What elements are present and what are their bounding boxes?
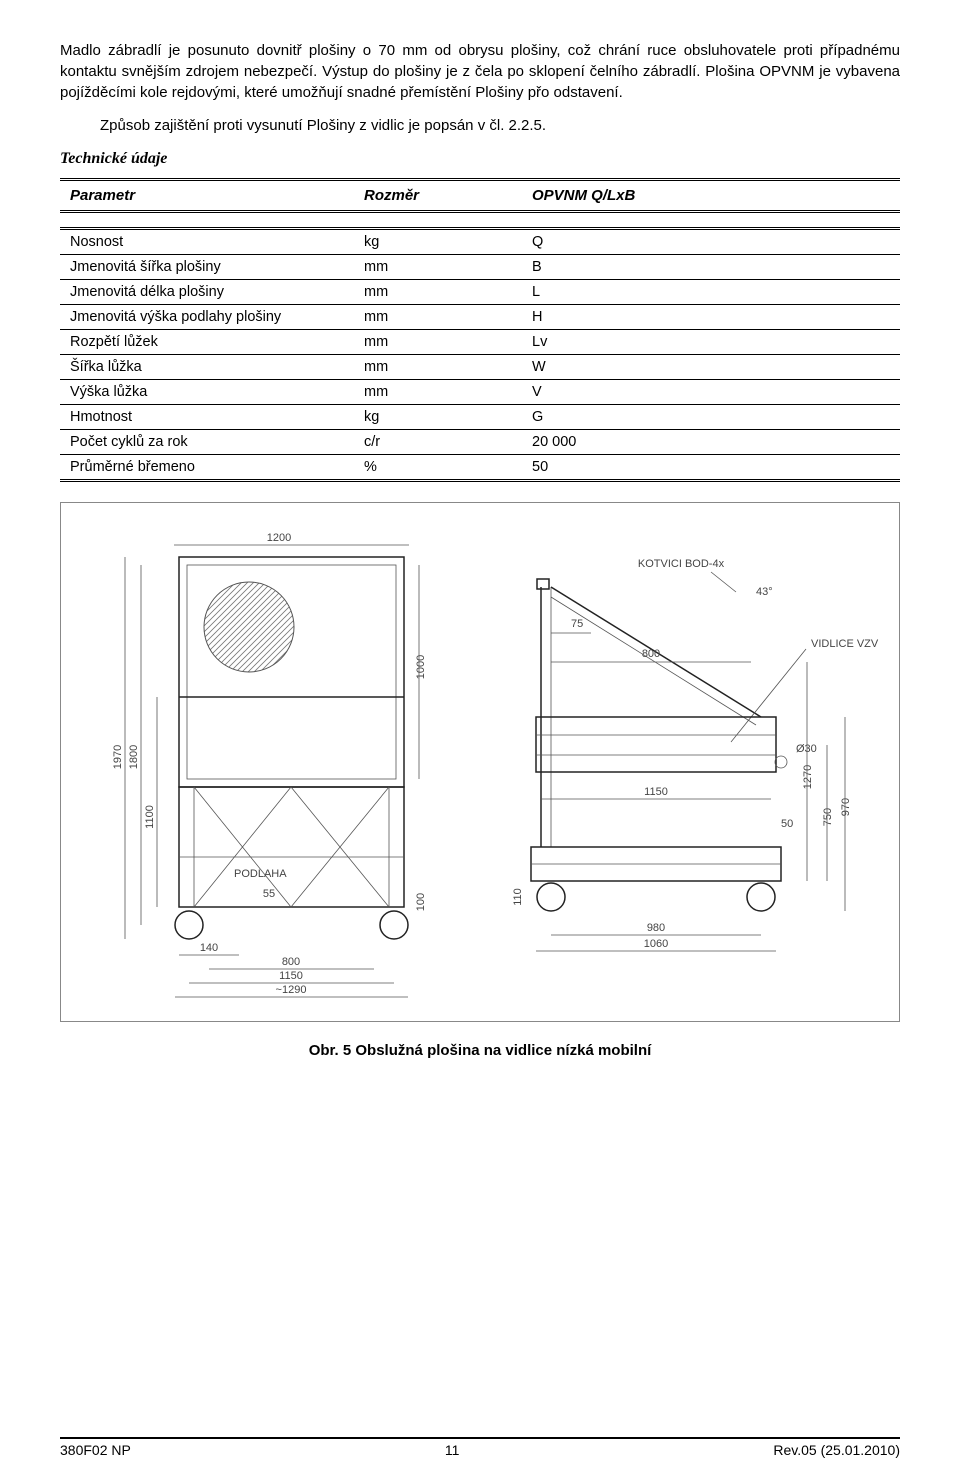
table-cell: Rozpětí lůžek <box>60 330 354 355</box>
table-cell: 20 000 <box>522 430 774 455</box>
dim-1150b: 1150 <box>279 970 303 982</box>
table-cell: Výška lůžka <box>60 380 354 405</box>
dim-1200: 1200 <box>267 532 291 544</box>
th-blank <box>774 180 900 212</box>
th-model: OPVNM Q/LxB <box>522 180 774 212</box>
table-cell: c/r <box>354 430 522 455</box>
dim-1060: 1060 <box>644 938 668 950</box>
technical-drawing: 1200 PODLAHA 1970 1800 1100 1000 55 <box>60 502 900 1022</box>
table-cell: Hmotnost <box>60 405 354 430</box>
label-podlaha: PODLAHA <box>234 868 287 880</box>
table-row: Rozpětí lůžekmmLv <box>60 330 900 355</box>
table-cell: kg <box>354 405 522 430</box>
footer-left: 380F02 NP <box>60 1442 131 1458</box>
th-parametr: Parametr <box>60 180 354 212</box>
dim-750: 750 <box>822 808 834 826</box>
label-vidlice: VIDLICE VZV <box>811 638 879 650</box>
table-cell <box>774 305 900 330</box>
table-cell <box>774 280 900 305</box>
table-cell: Nosnost <box>60 229 354 255</box>
table-row: Počet cyklů za rokc/r20 000 <box>60 430 900 455</box>
dim-110: 110 <box>512 888 524 906</box>
dim-50: 50 <box>781 818 793 830</box>
table-cell: L <box>522 280 774 305</box>
parameter-table-header: Parametr Rozměr OPVNM Q/LxB <box>60 178 900 213</box>
dim-1290: ~1290 <box>276 984 307 996</box>
table-cell: % <box>354 455 522 481</box>
page-footer: 380F02 NP 11 Rev.05 (25.01.2010) <box>60 1438 900 1458</box>
label-kotvici: KOTVICI BOD-4x <box>638 558 725 570</box>
table-cell: Q <box>522 229 774 255</box>
table-cell <box>774 455 900 481</box>
table-cell: mm <box>354 255 522 280</box>
dim-800r: 800 <box>642 648 660 660</box>
dim-980: 980 <box>647 922 665 934</box>
table-cell <box>774 330 900 355</box>
table-cell: kg <box>354 229 522 255</box>
drawing-side-view: KOTVICI BOD-4x 43° VIDLICE VZV 75 800 11… <box>481 517 881 1007</box>
table-cell: G <box>522 405 774 430</box>
table-row: Jmenovitá délka plošinymmL <box>60 280 900 305</box>
dim-970: 970 <box>840 798 852 816</box>
paragraph-1: Madlo zábradlí je posunuto dovnitř ploši… <box>60 40 900 103</box>
table-cell: H <box>522 305 774 330</box>
dim-1000: 1000 <box>415 655 427 679</box>
drawing-front-view: 1200 PODLAHA 1970 1800 1100 1000 55 <box>79 517 469 1007</box>
table-row: NosnostkgQ <box>60 229 900 255</box>
table-cell <box>774 380 900 405</box>
dim-800b: 800 <box>282 956 300 968</box>
table-cell: mm <box>354 280 522 305</box>
dim-55: 55 <box>263 888 275 900</box>
table-cell: W <box>522 355 774 380</box>
dim-140: 140 <box>200 942 218 954</box>
table-cell: Průměrné břemeno <box>60 455 354 481</box>
table-cell <box>774 430 900 455</box>
table-cell: Počet cyklů za rok <box>60 430 354 455</box>
th-rozmer: Rozměr <box>354 180 522 212</box>
footer-right: Rev.05 (25.01.2010) <box>773 1442 900 1458</box>
dim-diam: Ø30 <box>796 743 817 755</box>
dim-1970: 1970 <box>112 745 124 769</box>
table-cell: Lv <box>522 330 774 355</box>
table-cell: V <box>522 380 774 405</box>
table-cell <box>774 355 900 380</box>
figure-caption: Obr. 5 Obslužná plošina na vidlice nízká… <box>60 1042 900 1059</box>
dim-1150r: 1150 <box>644 786 668 798</box>
table-cell: Šířka lůžka <box>60 355 354 380</box>
table-row: Jmenovitá šířka plošinymmB <box>60 255 900 280</box>
table-cell: Jmenovitá délka plošiny <box>60 280 354 305</box>
table-cell <box>774 229 900 255</box>
table-cell: Jmenovitá šířka plošiny <box>60 255 354 280</box>
table-cell <box>774 405 900 430</box>
table-row: HmotnostkgG <box>60 405 900 430</box>
table-cell: mm <box>354 380 522 405</box>
dim-75: 75 <box>571 618 583 630</box>
dim-100: 100 <box>415 893 427 911</box>
table-cell: 50 <box>522 455 774 481</box>
footer-center: 11 <box>445 1442 460 1458</box>
table-row: Výška lůžkammV <box>60 380 900 405</box>
table-row: Jmenovitá výška podlahy plošinymmH <box>60 305 900 330</box>
dim-1100: 1100 <box>144 805 156 829</box>
table-cell <box>774 255 900 280</box>
dim-1270: 1270 <box>802 765 814 789</box>
table-cell: B <box>522 255 774 280</box>
table-cell: mm <box>354 355 522 380</box>
table-cell: mm <box>354 305 522 330</box>
dim-43: 43° <box>756 586 773 598</box>
dim-1800: 1800 <box>128 745 140 769</box>
table-cell: Jmenovitá výška podlahy plošiny <box>60 305 354 330</box>
section-heading: Technické údaje <box>60 150 900 168</box>
parameter-table-body: NosnostkgQJmenovitá šířka plošinymmBJmen… <box>60 227 900 482</box>
table-row: Šířka lůžkammW <box>60 355 900 380</box>
paragraph-2: Způsob zajištění proti vysunutí Plošiny … <box>60 115 900 136</box>
table-cell: mm <box>354 330 522 355</box>
table-row: Průměrné břemeno%50 <box>60 455 900 481</box>
